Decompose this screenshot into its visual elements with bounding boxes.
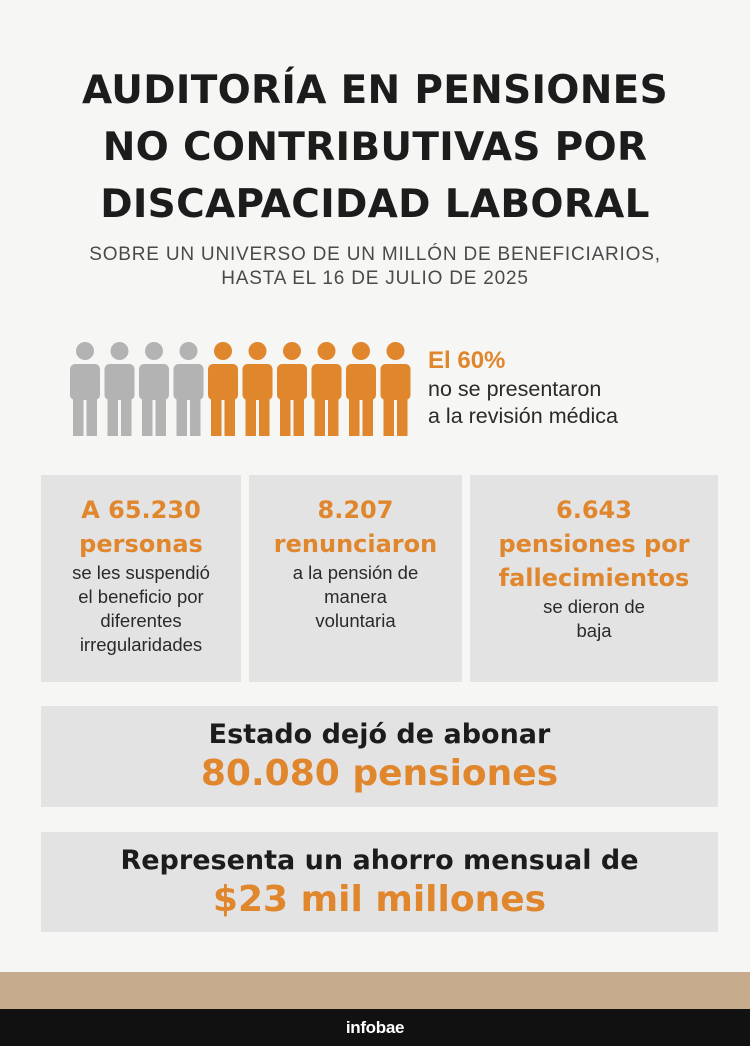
- savings-box: Representa un ahorro mensual de $23 mil …: [41, 832, 718, 932]
- person-icon: [346, 342, 376, 436]
- box-text-line: baja: [576, 620, 612, 641]
- stat-sixty-percent: El 60% no se presentaron a la revisión m…: [428, 346, 728, 430]
- summary-text: Estado dejó de abonar: [208, 719, 551, 750]
- people-pictogram: [70, 342, 411, 436]
- summary-box: Estado dejó de abonar 80.080 pensiones: [41, 706, 718, 807]
- box-text-line: irregularidades: [79, 634, 203, 655]
- summary-total: 80.080 pensiones: [200, 753, 559, 794]
- subtitle-line: SOBRE UN UNIVERSO DE UN MILLÓN DE BENEFI…: [89, 244, 661, 265]
- decorative-band: [0, 972, 750, 1009]
- subtitle: SOBRE UN UNIVERSO DE UN MILLÓN DE BENEFI…: [0, 243, 750, 291]
- deceased-label: pensiones por: [498, 530, 690, 558]
- box-text-line: se dieron de: [543, 596, 645, 617]
- renounced-count: 8.207: [317, 496, 394, 524]
- person-icon: [139, 342, 169, 436]
- title-line: NO CONTRIBUTIVAS POR: [102, 125, 648, 170]
- page-title: AUDITORÍA EN PENSIONES NO CONTRIBUTIVAS …: [0, 62, 750, 233]
- box-text-line: a la pensión de: [292, 562, 419, 583]
- person-icon: [208, 342, 238, 436]
- subtitle-line: HASTA EL 16 DE JULIO DE 2025: [221, 268, 529, 289]
- deceased-label: fallecimientos: [498, 564, 690, 592]
- stat-box-suspended: A 65.230 personas se les suspendió el be…: [41, 475, 241, 682]
- savings-text: Representa un ahorro mensual de: [120, 845, 639, 876]
- stat-text-line: no se presentaron: [428, 377, 602, 401]
- stat-text-line: a la revisión médica: [428, 404, 619, 428]
- suspended-count: A 65.230: [81, 496, 201, 524]
- stat-headline: El 60%: [428, 347, 506, 374]
- brand-logo: infobae: [0, 1009, 750, 1046]
- renounced-label: renunciaron: [273, 530, 438, 558]
- person-icon: [311, 342, 342, 436]
- person-icon: [380, 342, 411, 436]
- savings-amount: $23 mil millones: [212, 879, 547, 920]
- title-line: DISCAPACIDAD LABORAL: [100, 182, 650, 227]
- stat-box-renounced: 8.207 renunciaron a la pensión de manera…: [249, 475, 462, 682]
- box-text-line: manera: [324, 586, 387, 607]
- person-icon: [242, 342, 273, 436]
- stat-box-deceased: 6.643 pensiones por fallecimientos se di…: [470, 475, 718, 682]
- box-text-line: diferentes: [100, 610, 182, 631]
- box-text-line: se les suspendió: [72, 562, 210, 583]
- person-icon: [104, 342, 135, 436]
- suspended-label: personas: [79, 530, 203, 558]
- box-text-line: el beneficio por: [78, 586, 204, 607]
- deceased-count: 6.643: [556, 496, 632, 524]
- box-text-line: voluntaria: [315, 610, 396, 631]
- title-line: AUDITORÍA EN PENSIONES: [81, 68, 669, 113]
- person-icon: [70, 342, 100, 436]
- person-icon: [173, 342, 204, 436]
- person-icon: [277, 342, 307, 436]
